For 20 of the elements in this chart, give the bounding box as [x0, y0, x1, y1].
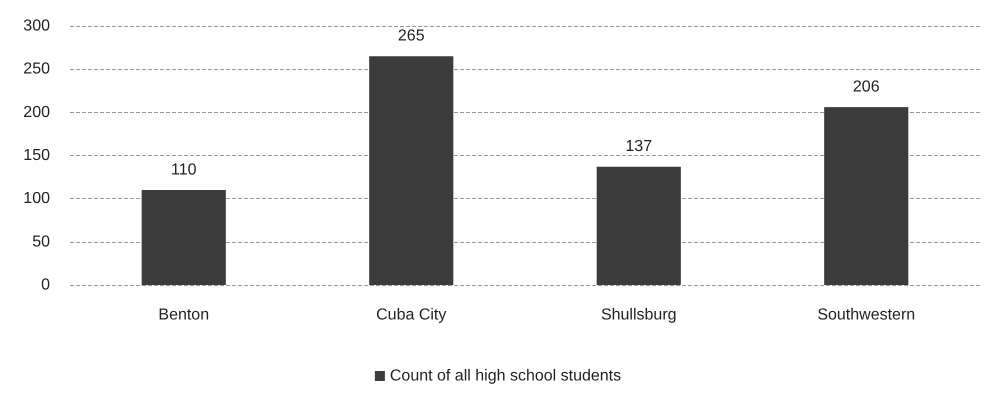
x-tick-label: Cuba City: [376, 306, 446, 324]
bar: [596, 166, 681, 285]
x-tick-label: Shullsburg: [600, 306, 677, 324]
y-tick-label: 150: [23, 147, 50, 164]
y-tick-label: 300: [23, 18, 50, 34]
bar: [824, 107, 908, 285]
bar: [142, 190, 226, 285]
data-label: 265: [398, 28, 425, 45]
x-tick-label: Southwestern: [817, 306, 916, 324]
y-tick-label: 200: [23, 104, 50, 121]
y-tick-label: 0: [41, 276, 50, 294]
x-tick-label: Benton: [158, 306, 210, 324]
data-label: 110: [170, 162, 197, 179]
y-tick-label: 250: [23, 60, 50, 78]
data-label: 137: [625, 138, 652, 156]
y-tick-label: 100: [23, 190, 50, 208]
bar: [369, 56, 454, 285]
legend-label: Count of all high school students: [390, 368, 622, 384]
y-tick-label: 50: [32, 233, 50, 250]
data-label: 206: [852, 78, 880, 96]
